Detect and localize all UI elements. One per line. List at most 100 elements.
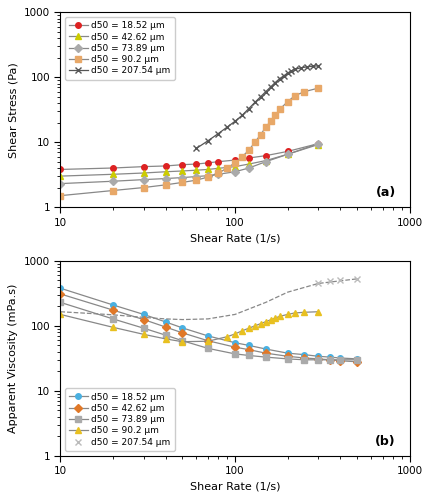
d50 = 18.52 μm [215, 158, 220, 164]
d50 = 90.2 μm [58, 312, 63, 318]
d50 = 90.2 μm [301, 310, 306, 316]
d50 = 207.54 μm [193, 146, 198, 152]
d50 = 73.89 μm [246, 165, 251, 171]
d50 = 90.2 μm [193, 177, 198, 183]
d50 = 90.2 μm [163, 182, 168, 188]
d50 = 90.2 μm [292, 310, 297, 316]
d50 = 90.2 μm [239, 328, 244, 334]
d50 = 42.62 μm [337, 358, 342, 364]
d50 = 18.52 μm [337, 355, 342, 361]
d50 = 90.2 μm [263, 318, 268, 324]
d50 = 42.62 μm [179, 168, 184, 174]
d50 = 73.89 μm [179, 338, 184, 344]
d50 = 207.54 μm [315, 63, 320, 69]
Y-axis label: Shear Stress (Pa): Shear Stress (Pa) [8, 62, 18, 158]
d50 = 42.62 μm [141, 316, 146, 322]
d50 = 90.2 μm [205, 338, 210, 344]
d50 = 18.52 μm [193, 161, 198, 167]
Legend: d50 = 18.52 μm, d50 = 42.62 μm, d50 = 73.89 μm, d50 = 90.2 μm, d50 = 207.54 μm: d50 = 18.52 μm, d50 = 42.62 μm, d50 = 73… [65, 388, 175, 451]
Text: (b): (b) [374, 435, 395, 448]
d50 = 73.89 μm [193, 174, 198, 180]
d50 = 207.54 μm [267, 84, 273, 90]
d50 = 207.54 μm [232, 118, 237, 124]
d50 = 207.54 μm [288, 68, 293, 74]
X-axis label: Shear Rate (1/s): Shear Rate (1/s) [189, 482, 280, 492]
d50 = 18.52 μm [58, 166, 63, 172]
Text: (a): (a) [375, 186, 395, 200]
d50 = 18.52 μm [263, 152, 268, 158]
d50 = 90.2 μm [257, 132, 262, 138]
d50 = 18.52 μm [353, 356, 359, 362]
d50 = 42.62 μm [58, 291, 63, 297]
d50 = 18.52 μm [263, 346, 268, 352]
d50 = 90.2 μm [267, 118, 273, 124]
d50 = 42.62 μm [179, 330, 184, 336]
Line: d50 = 42.62 μm: d50 = 42.62 μm [58, 291, 359, 364]
d50 = 90.2 μm [141, 184, 146, 190]
d50 = 207.54 μm [224, 124, 229, 130]
d50 = 42.62 μm [284, 354, 289, 360]
d50 = 42.62 μm [263, 158, 268, 164]
d50 = 18.52 μm [327, 354, 332, 360]
d50 = 90.2 μm [252, 139, 257, 145]
d50 = 90.2 μm [246, 325, 251, 331]
d50 = 42.62 μm [353, 358, 359, 364]
d50 = 73.89 μm [58, 180, 63, 186]
d50 = 42.62 μm [232, 344, 237, 350]
d50 = 207.54 μm [272, 80, 277, 86]
Line: d50 = 73.89 μm: d50 = 73.89 μm [58, 300, 359, 362]
d50 = 207.54 μm [257, 94, 262, 100]
d50 = 90.2 μm [224, 165, 229, 171]
d50 = 18.52 μm [232, 157, 237, 163]
d50 = 42.62 μm [110, 172, 115, 177]
d50 = 18.52 μm [141, 164, 146, 170]
d50 = 42.62 μm [215, 166, 220, 172]
d50 = 42.62 μm [315, 356, 320, 362]
d50 = 73.89 μm [353, 357, 359, 363]
d50 = 207.54 μm [252, 100, 257, 105]
Line: d50 = 90.2 μm: d50 = 90.2 μm [58, 86, 320, 198]
d50 = 42.62 μm [58, 173, 63, 179]
d50 = 90.2 μm [276, 314, 282, 320]
d50 = 18.52 μm [110, 165, 115, 171]
d50 = 42.62 μm [246, 346, 251, 352]
d50 = 73.89 μm [284, 152, 289, 158]
d50 = 42.62 μm [315, 142, 320, 148]
d50 = 207.54 μm [327, 278, 332, 284]
d50 = 73.89 μm [315, 140, 320, 146]
Line: d50 = 18.52 μm: d50 = 18.52 μm [58, 141, 320, 172]
d50 = 90.2 μm [284, 312, 289, 318]
d50 = 18.52 μm [58, 285, 63, 291]
d50 = 42.62 μm [232, 164, 237, 170]
d50 = 90.2 μm [292, 92, 297, 98]
d50 = 18.52 μm [141, 312, 146, 318]
d50 = 90.2 μm [257, 320, 262, 326]
d50 = 207.54 μm [337, 277, 342, 283]
d50 = 207.54 μm [310, 63, 315, 69]
d50 = 73.89 μm [301, 357, 306, 363]
d50 = 207.54 μm [205, 138, 210, 144]
Legend: d50 = 18.52 μm, d50 = 42.62 μm, d50 = 73.89 μm, d50 = 90.2 μm, d50 = 207.54 μm: d50 = 18.52 μm, d50 = 42.62 μm, d50 = 73… [65, 17, 175, 80]
X-axis label: Shear Rate (1/s): Shear Rate (1/s) [189, 233, 280, 243]
d50 = 18.52 μm [179, 325, 184, 331]
d50 = 90.2 μm [224, 334, 229, 340]
d50 = 73.89 μm [110, 316, 115, 322]
d50 = 18.52 μm [163, 319, 168, 325]
d50 = 42.62 μm [284, 152, 289, 158]
d50 = 42.62 μm [141, 170, 146, 176]
d50 = 73.89 μm [205, 346, 210, 352]
d50 = 90.2 μm [239, 154, 244, 160]
d50 = 90.2 μm [179, 180, 184, 186]
d50 = 90.2 μm [110, 324, 115, 330]
d50 = 90.2 μm [252, 323, 257, 329]
Line: d50 = 90.2 μm: d50 = 90.2 μm [57, 308, 321, 345]
d50 = 18.52 μm [315, 140, 320, 146]
d50 = 90.2 μm [315, 85, 320, 91]
Line: d50 = 18.52 μm: d50 = 18.52 μm [58, 286, 359, 362]
d50 = 90.2 μm [179, 338, 184, 344]
d50 = 18.52 μm [179, 162, 184, 168]
d50 = 90.2 μm [205, 174, 210, 180]
d50 = 18.52 μm [232, 340, 237, 345]
d50 = 90.2 μm [141, 332, 146, 338]
d50 = 90.2 μm [263, 124, 268, 130]
